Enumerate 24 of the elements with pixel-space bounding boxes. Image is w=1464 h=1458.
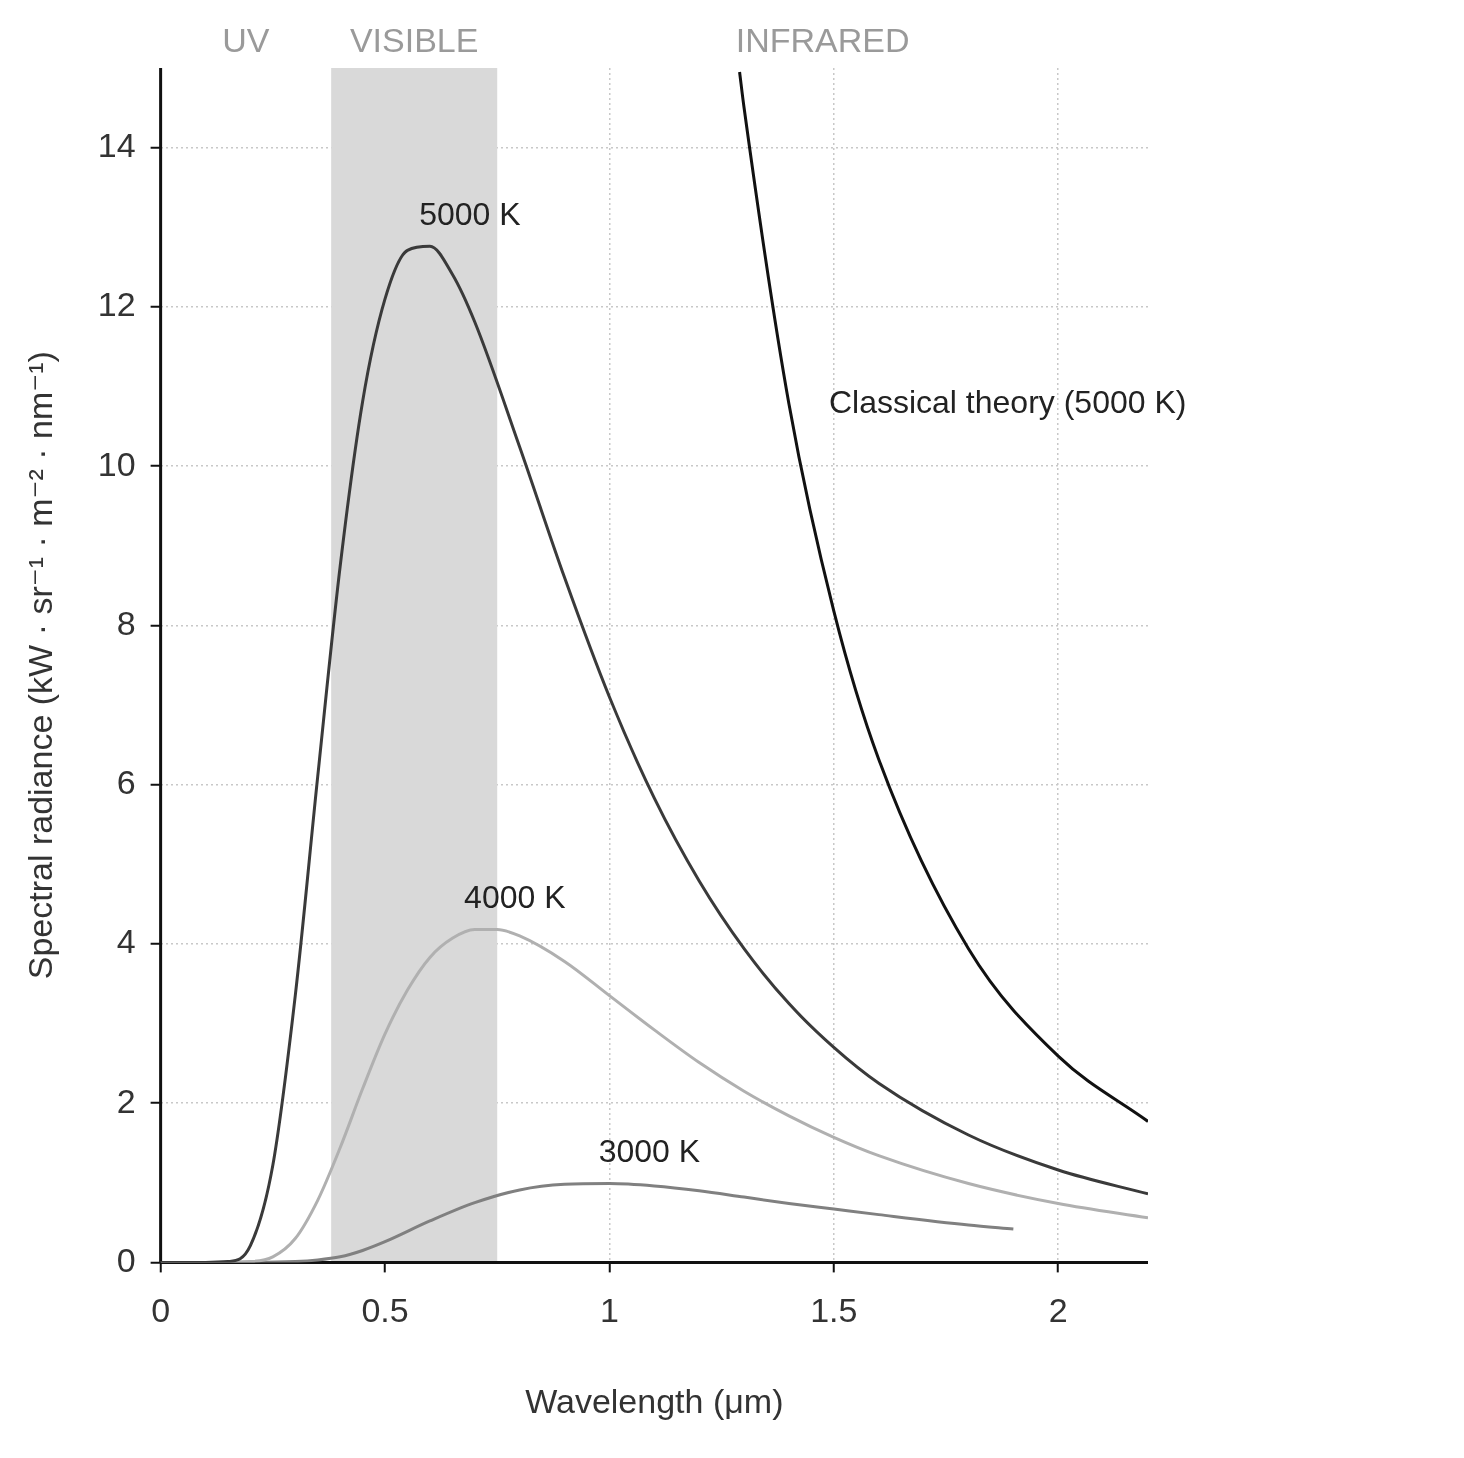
x-tick-label: 1.5 (810, 1291, 858, 1330)
y-tick-label: 0 (116, 1240, 136, 1279)
x-tick-label: 1 (599, 1291, 619, 1330)
y-tick-label: 2 (116, 1081, 136, 1120)
line-series (738, 70, 1148, 1123)
y-tick-label: 6 (116, 763, 136, 802)
x-tick-label: 0.5 (361, 1291, 409, 1330)
y-tick-label: 14 (97, 126, 136, 164)
text: UV (222, 21, 270, 60)
text: INFRARED (735, 21, 910, 60)
x-tick-label: 2 (1048, 1291, 1068, 1330)
y-tick-label: 10 (97, 444, 136, 483)
x-tick-label: 0 (151, 1291, 171, 1330)
band-label: VISIBLE (349, 21, 479, 60)
series-label: 5000 K (419, 196, 521, 233)
y-axis-title: Spectral radiance (kW · sr⁻¹ · m⁻² · nm⁻¹) (20, 351, 59, 980)
y-tick-label: 8 (116, 603, 136, 642)
x-axis-title: Wavelength (μm) (525, 1381, 784, 1420)
y-tick-label: 4 (116, 922, 136, 961)
series-label: 3000 K (598, 1133, 701, 1170)
line-series (160, 244, 1148, 1263)
y-tick-label: 12 (97, 285, 136, 324)
series-label: Classical theory (5000 K) (828, 383, 1187, 420)
series-label: 4000 K (464, 879, 566, 916)
